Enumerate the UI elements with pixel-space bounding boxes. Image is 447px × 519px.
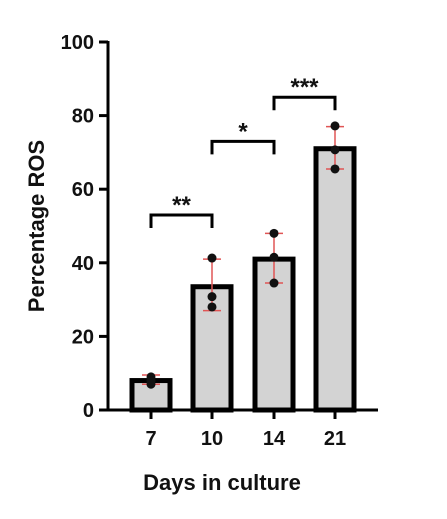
significance-bracket <box>149 213 214 228</box>
significance-bracket <box>210 139 276 155</box>
x-axis: 7 10 14 21 <box>107 408 378 450</box>
significance-label: ** <box>172 192 191 219</box>
significance-label: * <box>238 118 248 145</box>
y-tick-label: 40 <box>72 253 94 275</box>
significance-layer: ****** <box>149 74 337 228</box>
data-point <box>330 121 340 131</box>
x-axis-label: Days in culture <box>143 470 301 495</box>
data-point <box>269 252 279 262</box>
data-point <box>146 379 156 389</box>
x-tick-label: 10 <box>201 428 223 450</box>
data-points-layer <box>146 121 340 389</box>
bars-layer <box>129 146 357 413</box>
data-point <box>269 278 279 288</box>
y-axis-label: Percentage ROS <box>24 140 49 312</box>
significance-bracket <box>272 95 337 111</box>
y-tick-label: 0 <box>83 400 94 422</box>
data-point <box>330 164 340 174</box>
data-point <box>207 253 217 263</box>
y-tick-label: 100 <box>61 32 94 54</box>
y-tick-label: 20 <box>72 326 94 348</box>
data-point <box>207 292 217 302</box>
y-tick-label: 80 <box>72 106 94 128</box>
data-point <box>207 302 217 312</box>
y-tick-label: 60 <box>72 179 94 201</box>
x-tick-label: 7 <box>145 428 156 450</box>
bar <box>313 146 357 413</box>
significance-label: *** <box>290 74 319 101</box>
x-tick-label: 14 <box>263 428 286 450</box>
data-point <box>269 228 279 238</box>
x-tick-label: 21 <box>324 428 346 450</box>
data-point <box>330 145 340 155</box>
y-axis: 0 20 40 60 80 100 <box>61 32 110 422</box>
